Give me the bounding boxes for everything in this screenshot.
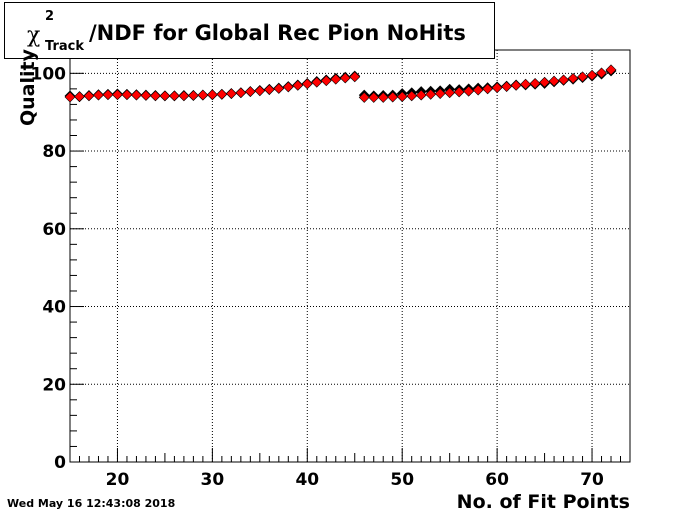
series-1-point: [311, 76, 323, 88]
series-1-point: [501, 81, 513, 92]
y-tick-label: 80: [42, 142, 66, 162]
title-chi-symbol: χ: [27, 23, 41, 48]
series-1-point: [112, 89, 123, 101]
series-1-point: [558, 74, 569, 86]
series-1-point: [254, 85, 266, 97]
series-1-point: [491, 82, 503, 94]
series-1-point: [301, 78, 313, 90]
series-1-point: [330, 73, 342, 85]
series-1-point: [463, 85, 475, 97]
series-1-point: [282, 81, 294, 93]
series-1-point: [567, 72, 579, 84]
series-1-point: [453, 86, 465, 98]
series-1-point: [292, 79, 304, 91]
y-tick-label: 40: [42, 298, 66, 318]
x-tick-label: 40: [295, 470, 319, 490]
series-1-point: [216, 88, 228, 100]
series-1-point: [83, 90, 95, 102]
chart-title: /NDF for Global Rec Pion NoHits: [89, 21, 466, 45]
x-tick-label: 30: [201, 470, 225, 490]
series-1-point: [510, 79, 522, 91]
series-1-point: [358, 91, 370, 103]
series-1-point: [244, 86, 256, 98]
series-1-point: [539, 76, 551, 88]
x-tick-label: 70: [580, 470, 604, 490]
series-1-point: [596, 67, 607, 79]
series-1-point: [320, 75, 332, 87]
series-1-point: [263, 84, 275, 96]
series-1-point: [140, 90, 152, 101]
chart-title-box: χ 2 Track /NDF for Global Rec Pion NoHit…: [4, 2, 495, 59]
y-axis-label: Quality: [17, 49, 39, 126]
title-subscript: Track: [45, 39, 84, 54]
x-tick-label: 60: [485, 470, 509, 490]
series-1-point: [178, 90, 190, 102]
series-1-point: [577, 71, 588, 83]
y-tick-label: 60: [42, 220, 66, 240]
series-1-point: [187, 90, 199, 101]
series-1-point: [529, 78, 541, 89]
series-1-point: [368, 91, 380, 103]
series-1-point: [121, 89, 133, 101]
series-1-point: [406, 90, 418, 102]
series-1-point: [520, 78, 532, 90]
tick-labels: 20 30 40 50 60 70 0 20 40 60 80 100: [31, 64, 605, 490]
series-1-point: [131, 89, 142, 101]
series-1-point: [349, 71, 361, 83]
series-1-point: [339, 72, 351, 84]
series-1-point: [425, 88, 437, 100]
series-1-point: [64, 91, 76, 103]
series-1-point: [472, 84, 484, 96]
series-1-point: [387, 91, 399, 103]
series-1-point: [434, 88, 446, 99]
plot-frame: [69, 49, 631, 463]
series-1-point: [235, 87, 247, 99]
series-1-point: [605, 64, 617, 76]
y-tick-label: 0: [54, 453, 66, 473]
y-tick-label: 100: [31, 64, 67, 84]
grid-lines: [70, 50, 630, 462]
series-1-point: [396, 91, 408, 103]
series-1-point: [225, 88, 237, 99]
series-1-point: [102, 89, 114, 101]
series-1-point: [149, 90, 161, 102]
series-1-point: [74, 91, 85, 103]
series-1-point: [415, 89, 427, 101]
series-1-point: [168, 90, 180, 102]
series-1-point: [206, 89, 218, 101]
series-1-point: [159, 90, 171, 102]
title-superscript: 2: [45, 9, 55, 24]
series-1-point: [482, 83, 494, 95]
x-axis-label: No. of Fit Points: [456, 491, 630, 513]
axes: [69, 57, 631, 463]
series-1-point: [377, 91, 389, 103]
series-1-point: [586, 69, 598, 81]
timestamp: Wed May 16 12:43:08 2018: [7, 497, 176, 510]
series-1-point: [273, 83, 285, 94]
x-tick-label: 50: [390, 470, 414, 490]
data-points: [64, 64, 617, 103]
series-1-point: [93, 89, 104, 101]
series-1-point: [444, 87, 456, 99]
y-tick-label: 20: [42, 375, 66, 395]
series-1-point: [548, 75, 560, 87]
series-1-point: [197, 89, 209, 101]
x-tick-label: 20: [106, 470, 130, 490]
